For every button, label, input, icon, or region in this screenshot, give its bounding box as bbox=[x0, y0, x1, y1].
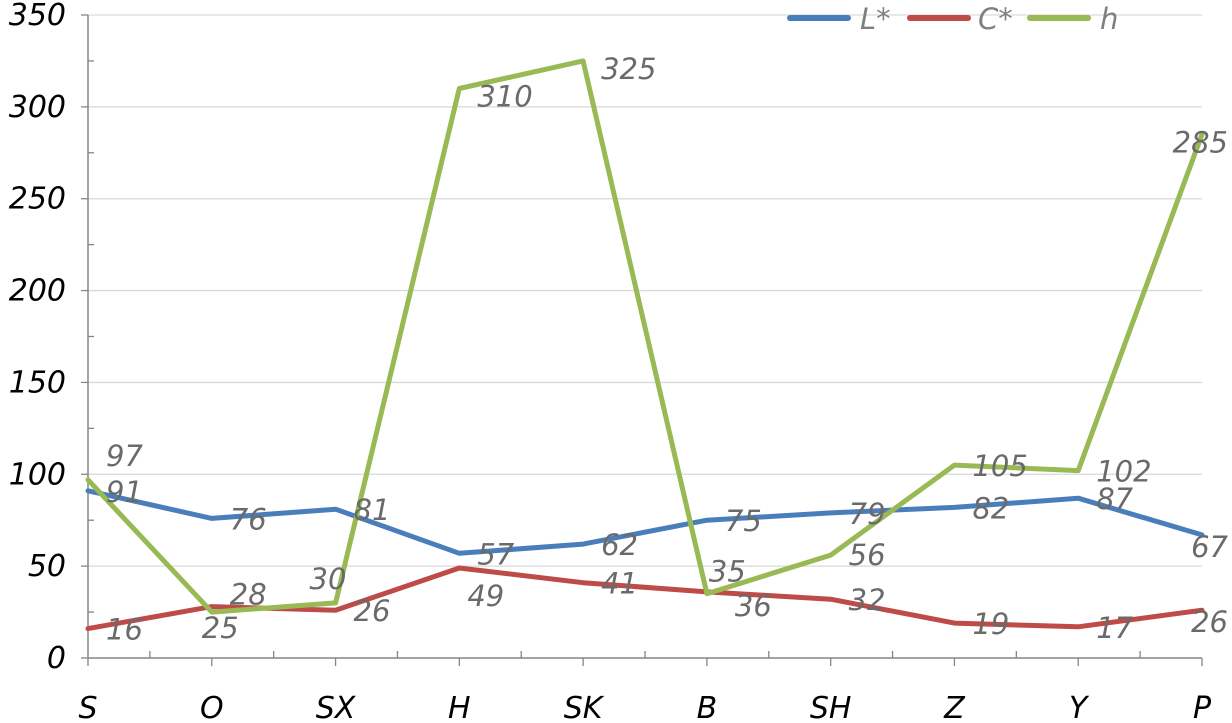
data-label: 79 bbox=[849, 497, 886, 531]
x-axis-tick-labels: S O SX H SK B SH Z Y P bbox=[78, 691, 1211, 723]
data-label: 26 bbox=[1191, 605, 1228, 639]
data-label: 41 bbox=[601, 567, 638, 601]
gridlines bbox=[88, 14, 1202, 567]
data-label: 57 bbox=[477, 537, 514, 571]
legend: L* C* h bbox=[787, 2, 1118, 36]
data-label: 16 bbox=[106, 613, 143, 647]
data-label: 28 bbox=[230, 578, 267, 612]
y-tick-label: 50 bbox=[28, 549, 66, 584]
x-tick-label: Y bbox=[1069, 691, 1090, 723]
data-label: 285 bbox=[1173, 125, 1228, 159]
y-tick-label: 200 bbox=[9, 274, 66, 309]
data-label: 97 bbox=[106, 439, 143, 473]
data-label: 81 bbox=[354, 493, 391, 527]
data-label: 67 bbox=[1191, 530, 1228, 564]
y-tick-label: 150 bbox=[9, 365, 66, 400]
data-label: 325 bbox=[601, 52, 656, 86]
data-label: 35 bbox=[709, 555, 746, 589]
data-label: 25 bbox=[202, 611, 239, 645]
data-label: 87 bbox=[1096, 482, 1133, 516]
data-label: 102 bbox=[1096, 455, 1151, 489]
x-tick-label: SX bbox=[316, 691, 357, 723]
x-tick-label: Z bbox=[943, 691, 966, 723]
y-axis-tick-labels: 0 50 100 150 200 250 300 350 bbox=[9, 0, 66, 676]
x-tick-label: O bbox=[200, 691, 224, 723]
y-tick-label: 0 bbox=[47, 641, 66, 676]
axes bbox=[81, 14, 1203, 666]
data-label: 105 bbox=[972, 449, 1027, 483]
y-tick-label: 250 bbox=[9, 182, 66, 217]
data-label: 32 bbox=[849, 583, 886, 617]
x-tick-label: P bbox=[1193, 691, 1212, 723]
x-tick-label: S bbox=[78, 691, 97, 723]
data-label: 49 bbox=[467, 579, 504, 613]
data-label: 62 bbox=[601, 528, 638, 562]
y-tick-label: 100 bbox=[9, 457, 66, 492]
data-label: 310 bbox=[477, 79, 532, 113]
data-label: 17 bbox=[1096, 611, 1133, 645]
legend-label-h: h bbox=[1100, 2, 1118, 36]
series-line-h bbox=[85, 58, 1205, 615]
x-tick-label: B bbox=[697, 691, 718, 723]
series-lines bbox=[85, 58, 1205, 632]
y-tick-label: 300 bbox=[9, 90, 66, 125]
data-label: 82 bbox=[972, 491, 1009, 525]
data-label: 76 bbox=[230, 502, 267, 536]
series-line-l-star bbox=[85, 488, 1205, 556]
x-tick-label: SH bbox=[810, 691, 852, 723]
x-tick-label: H bbox=[448, 691, 471, 723]
legend-label-l-star: L* bbox=[860, 2, 891, 36]
data-labels: 91 76 81 57 62 75 79 82 87 67 16 28 26 49 41 36 32 19 17 26… bbox=[106, 52, 1229, 647]
data-label: 26 bbox=[354, 594, 391, 628]
x-tick-label: SK bbox=[564, 691, 605, 723]
data-label: 75 bbox=[725, 504, 762, 538]
data-label: 36 bbox=[735, 589, 772, 623]
data-label: 30 bbox=[310, 562, 347, 596]
data-label: 56 bbox=[849, 538, 886, 572]
legend-label-c-star: C* bbox=[978, 2, 1013, 36]
y-tick-label: 350 bbox=[9, 0, 66, 33]
data-label: 91 bbox=[106, 475, 143, 509]
data-label: 19 bbox=[972, 607, 1009, 641]
